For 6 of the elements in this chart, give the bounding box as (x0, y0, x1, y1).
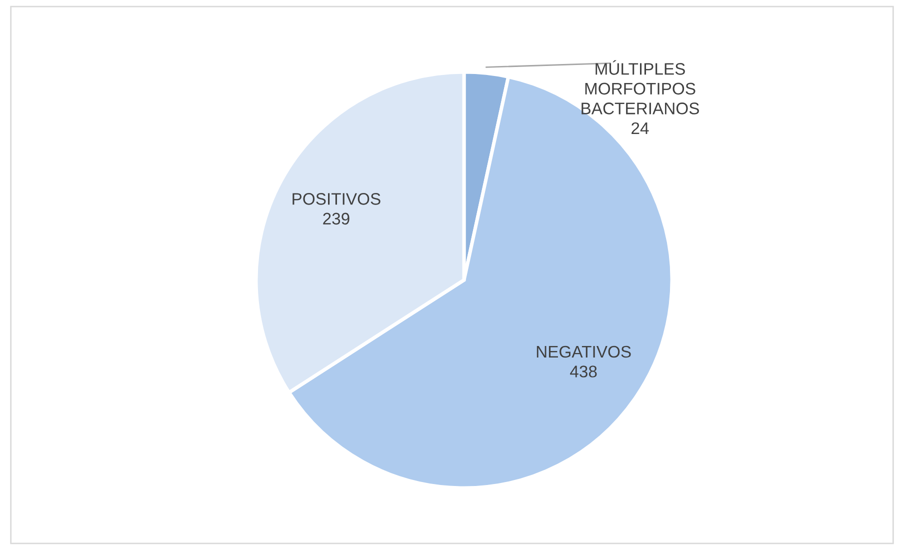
slice-label: POSITIVOS (292, 193, 380, 205)
slice-label: NEGATIVOS (536, 346, 631, 358)
data-label: 239 (323, 212, 350, 225)
slice-label: MÚLTIPLES MORFOTIPOS BACTERIANOS (582, 60, 699, 114)
data-label: 24 (632, 122, 649, 134)
data-label: 438 (570, 366, 597, 378)
